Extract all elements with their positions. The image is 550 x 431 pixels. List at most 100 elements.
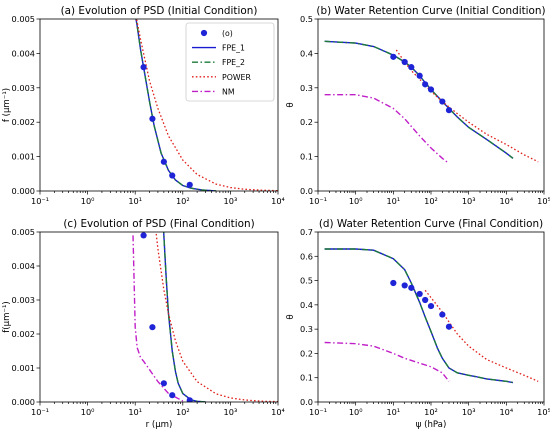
x-tick-label: 10⁰ xyxy=(81,196,95,206)
legend-label-power: POWER xyxy=(222,73,251,82)
series-line-power xyxy=(395,49,539,163)
y-tick-label: 0.5 xyxy=(300,276,313,286)
y-axis-label: f(μm⁻¹) xyxy=(2,301,12,333)
data-point xyxy=(445,107,453,114)
series-line-nm xyxy=(324,93,450,165)
y-tick-label: 0.002 xyxy=(12,329,35,339)
x-tick-label: 10² xyxy=(176,196,190,206)
series-line-fpe2 xyxy=(324,248,514,384)
data-point xyxy=(401,58,408,66)
y-axis-label: θ xyxy=(286,314,296,319)
legend-label-nm: NM xyxy=(222,87,235,96)
legend-box xyxy=(185,22,275,102)
x-tick-label: 10⁴ xyxy=(271,407,285,417)
legend-marker-obs xyxy=(200,29,208,37)
x-tick-label: 10⁰ xyxy=(81,407,95,417)
series-line-fpe1 xyxy=(162,232,206,402)
y-tick-label: 0.1 xyxy=(300,152,313,162)
x-tick-label: 10³ xyxy=(224,196,238,206)
x-tick-label: 10³ xyxy=(462,196,476,206)
data-point xyxy=(160,158,167,165)
panel-d: (d) Water Retention Curve (Final Conditi… xyxy=(286,218,550,430)
y-tick-label: 0.7 xyxy=(300,227,313,237)
x-tick-label: 10⁻¹ xyxy=(309,407,327,417)
data-point xyxy=(416,290,423,298)
x-tick-label: 10⁻¹ xyxy=(309,196,327,206)
data-point xyxy=(445,323,453,330)
axes-frame xyxy=(39,18,279,192)
x-tick-label: 10⁰ xyxy=(349,196,363,206)
legend-label-fpe2: FPE_2 xyxy=(222,58,245,67)
y-tick-label: 0.004 xyxy=(12,48,35,58)
y-tick-label: 0.003 xyxy=(12,83,35,93)
data-point xyxy=(427,302,435,310)
x-tick-label: 10⁴ xyxy=(271,196,285,206)
x-tick-label: 10⁻¹ xyxy=(31,196,49,206)
series-line-fpe1 xyxy=(324,40,514,159)
x-axis-label: r (μm) xyxy=(146,420,173,430)
y-tick-label: 0.2 xyxy=(300,117,313,127)
x-tick-label: 10² xyxy=(176,407,190,417)
panel-a: (a) Evolution of PSD (Initial Condition)… xyxy=(2,5,286,206)
data-point xyxy=(149,324,156,331)
data-point xyxy=(408,284,415,291)
axes-frame xyxy=(39,231,279,403)
x-tick-label: 10⁴ xyxy=(499,407,513,417)
x-tick-label: 10¹ xyxy=(128,196,142,206)
y-tick-label: 0.001 xyxy=(12,363,35,373)
x-tick-label: 10¹ xyxy=(128,407,142,417)
x-tick-label: 10² xyxy=(424,407,438,417)
data-point xyxy=(140,64,147,71)
x-tick-label: 10³ xyxy=(224,407,238,417)
series-line-nm xyxy=(324,341,450,382)
y-tick-label: 0.000 xyxy=(12,397,35,407)
data-point xyxy=(169,172,176,179)
series-line-power xyxy=(135,19,278,191)
y-tick-label: 0.002 xyxy=(12,117,35,127)
axes-frame xyxy=(317,231,545,403)
y-tick-label: 0.001 xyxy=(12,152,35,162)
series-line-fpe2 xyxy=(324,40,514,159)
data-point xyxy=(186,181,193,188)
y-tick-label: 0.005 xyxy=(12,14,35,24)
data-point xyxy=(186,397,193,402)
data-point xyxy=(427,86,435,93)
y-axis-label: f (μm⁻¹) xyxy=(2,88,12,122)
y-tick-label: 0.3 xyxy=(300,324,313,334)
y-tick-label: 0.0 xyxy=(300,397,313,407)
y-tick-label: 0.4 xyxy=(300,300,313,310)
y-tick-label: 0.6 xyxy=(300,251,313,261)
panel-c: (c) Evolution of PSD (Final Condition) 10… xyxy=(2,218,286,430)
data-point xyxy=(408,64,415,71)
x-tick-label: 10⁻¹ xyxy=(31,407,49,417)
y-tick-label: 0.003 xyxy=(12,295,35,305)
panel-title-b: (b) Water Retention Curve (Initial Condi… xyxy=(316,5,545,17)
panel-title-d: (d) Water Retention Curve (Final Conditi… xyxy=(319,218,543,230)
plot-area-a xyxy=(135,19,278,191)
data-point xyxy=(390,279,397,287)
x-tick-label: 10¹ xyxy=(386,407,400,417)
x-tick-label: 10⁰ xyxy=(349,407,363,417)
series-line-fpe2 xyxy=(135,19,217,191)
data-point xyxy=(401,282,408,289)
y-tick-label: 0.3 xyxy=(300,83,313,93)
plot-area-d xyxy=(324,248,539,384)
data-point xyxy=(439,311,446,318)
axes-frame xyxy=(317,18,545,192)
y-tick-label: 0.004 xyxy=(12,261,35,271)
legend-label-obs: (o) xyxy=(222,29,233,38)
y-tick-label: 0.1 xyxy=(300,373,313,383)
panel-b: (b) Water Retention Curve (Initial Condi… xyxy=(286,5,550,206)
data-point xyxy=(140,232,147,239)
x-tick-label: 10⁵ xyxy=(537,407,550,417)
data-point xyxy=(422,296,429,304)
y-tick-label: 0.2 xyxy=(300,348,313,358)
data-point xyxy=(416,72,423,79)
data-point xyxy=(439,98,446,105)
x-tick-label: 10⁵ xyxy=(537,196,550,206)
x-axis-label: ψ (hPa) xyxy=(416,420,447,430)
data-point xyxy=(390,53,397,60)
panel-title-a: (a) Evolution of PSD (Initial Condition) xyxy=(61,5,258,17)
y-tick-label: 0.0 xyxy=(300,186,313,196)
